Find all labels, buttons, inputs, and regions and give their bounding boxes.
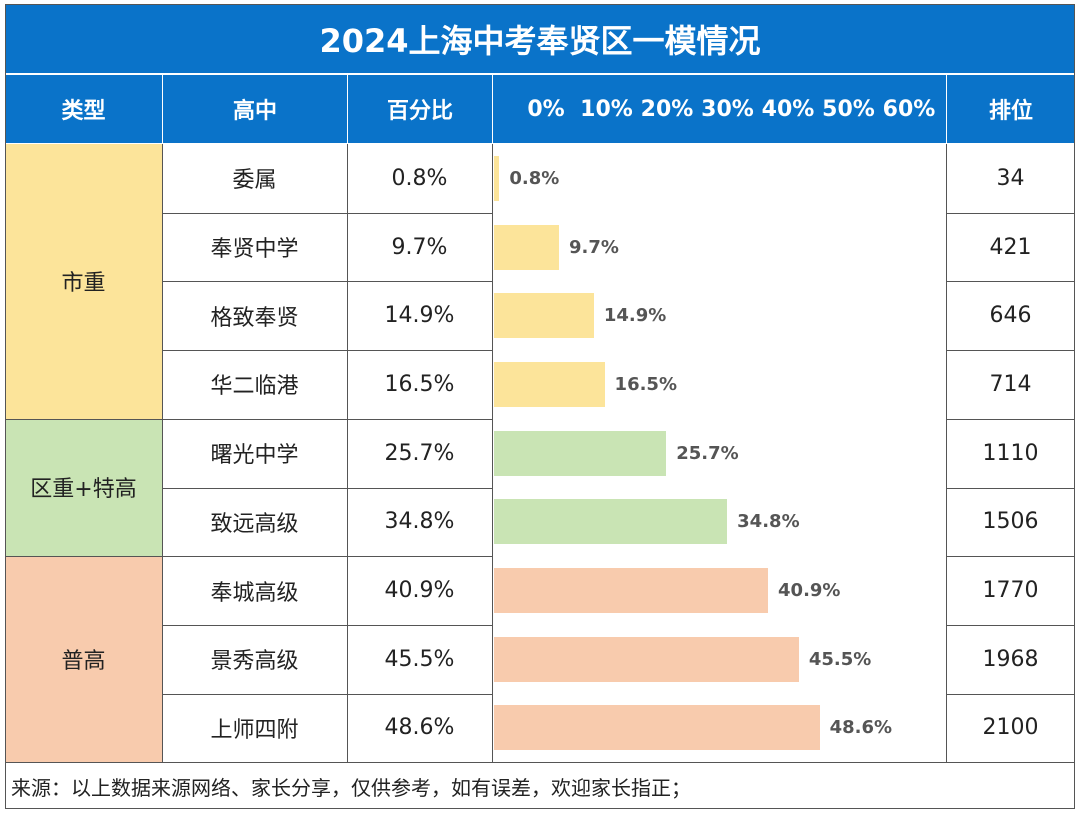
percent-cell: 40.9% [384, 578, 455, 604]
grid-line [5, 762, 1075, 764]
grid-line [946, 144, 947, 763]
x-tick-label: 50% [822, 96, 875, 122]
bar-value-label: 34.8% [737, 511, 800, 533]
percent-cell: 45.5% [384, 646, 455, 672]
bar [494, 293, 594, 339]
grid-line [162, 556, 492, 558]
school-name-cell: 景秀高级 [210, 649, 299, 675]
grid-line [946, 487, 1075, 489]
chart-title: 2024上海中考奉贤区一模情况 [5, 4, 1075, 73]
bar [494, 636, 799, 682]
rank-cell: 714 [989, 371, 1032, 397]
bar [494, 361, 605, 407]
bar-value-label: 45.5% [808, 648, 872, 670]
bar [494, 568, 769, 614]
school-name-cell: 奉城高级 [210, 580, 299, 606]
group-type-cell: 普高 [5, 556, 162, 763]
grid-line [5, 808, 1075, 809]
school-name-cell: 格致奉贤 [210, 305, 299, 331]
grid-line [347, 144, 348, 763]
bar-value-label: 48.6% [829, 717, 893, 739]
percent-cell: 9.7% [391, 234, 448, 260]
x-tick-label: 0% [527, 96, 565, 122]
percent-cell: 48.6% [384, 715, 455, 741]
school-name-cell: 上师四附 [210, 717, 299, 743]
grid-line [162, 418, 492, 420]
header-type: 类型 [61, 99, 106, 124]
rank-cell: 34 [996, 165, 1025, 191]
x-tick-label: 20% [640, 96, 694, 122]
rank-cell: 421 [989, 234, 1032, 260]
grid-line [492, 144, 493, 763]
school-name-cell: 曙光中学 [210, 443, 299, 469]
header-row: 类型 高中 百分比 0% 10% 20% 30% 40% 50% 60% 排位 [5, 75, 1075, 143]
bar-area: 0.8% 9.7% 14.9% 16.5% 25.7% 34.8% 40.9% 45.5% 48… [492, 144, 946, 762]
grid-line [162, 350, 492, 352]
bar-value-label: 16.5% [614, 373, 677, 395]
bar [494, 705, 820, 751]
grid-line [162, 624, 492, 626]
school-name-cell: 华二临港 [210, 374, 299, 400]
grid-line [946, 556, 1075, 558]
header-separator [492, 75, 493, 143]
bar-value-label: 0.8% [509, 167, 560, 189]
group-type-cell: 区重+特高 [5, 418, 162, 557]
rank-cell: 2100 [982, 715, 1039, 741]
percent-cell: 0.8% [391, 165, 448, 191]
header-rank: 排位 [988, 99, 1033, 124]
grid-line [5, 4, 6, 809]
header-separator [347, 75, 348, 143]
grid-line [162, 693, 492, 695]
x-tick-label: 40% [761, 96, 815, 122]
rank-cell: 1968 [982, 646, 1039, 672]
rank-cell: 646 [989, 303, 1032, 329]
rank-cell: 1770 [982, 578, 1039, 604]
bar [494, 499, 728, 545]
header-school: 高中 [232, 99, 277, 124]
grid-line [162, 487, 492, 489]
header-percent: 百分比 [386, 99, 453, 124]
grid-line [946, 418, 1075, 420]
bar-value-label: 9.7% [568, 236, 619, 258]
grid-line [946, 281, 1075, 283]
x-tick-label: 30% [701, 96, 754, 122]
percent-cell: 34.8% [384, 509, 455, 535]
bar [494, 155, 500, 201]
school-name-cell: 奉贤中学 [210, 237, 299, 263]
x-tick-label: 60% [882, 96, 936, 122]
grid-line [946, 624, 1075, 626]
group-type-cell: 市重 [5, 144, 162, 419]
grid-line [5, 556, 162, 558]
school-name-cell: 致远高级 [210, 511, 299, 537]
grid-line [946, 693, 1075, 695]
grid-line [1074, 4, 1075, 809]
grid-line [946, 212, 1075, 214]
header-separator [946, 75, 947, 143]
rank-cell: 1110 [982, 440, 1039, 466]
bar-value-label: 40.9% [778, 580, 841, 602]
source-note: 来源：以上数据来源网络、家长分享，仅供参考，如有误差，欢迎家长指正； [11, 775, 691, 800]
bar [494, 224, 559, 270]
percent-cell: 14.9% [384, 303, 455, 329]
grid-line [162, 281, 492, 283]
bar-value-label: 25.7% [676, 442, 739, 464]
percent-cell: 25.7% [384, 440, 455, 466]
x-tick-label: 10% [580, 96, 633, 122]
percent-cell: 16.5% [384, 371, 455, 397]
grid-line [946, 350, 1075, 352]
grid-line [5, 4, 1075, 5]
grid-line [162, 212, 492, 214]
bar-value-label: 14.9% [603, 305, 667, 327]
header-separator [162, 75, 163, 143]
school-name-cell: 委属 [232, 168, 277, 194]
rank-cell: 1506 [982, 509, 1039, 535]
bar [494, 430, 667, 476]
grid-line [162, 144, 163, 763]
grid-line [5, 418, 162, 420]
